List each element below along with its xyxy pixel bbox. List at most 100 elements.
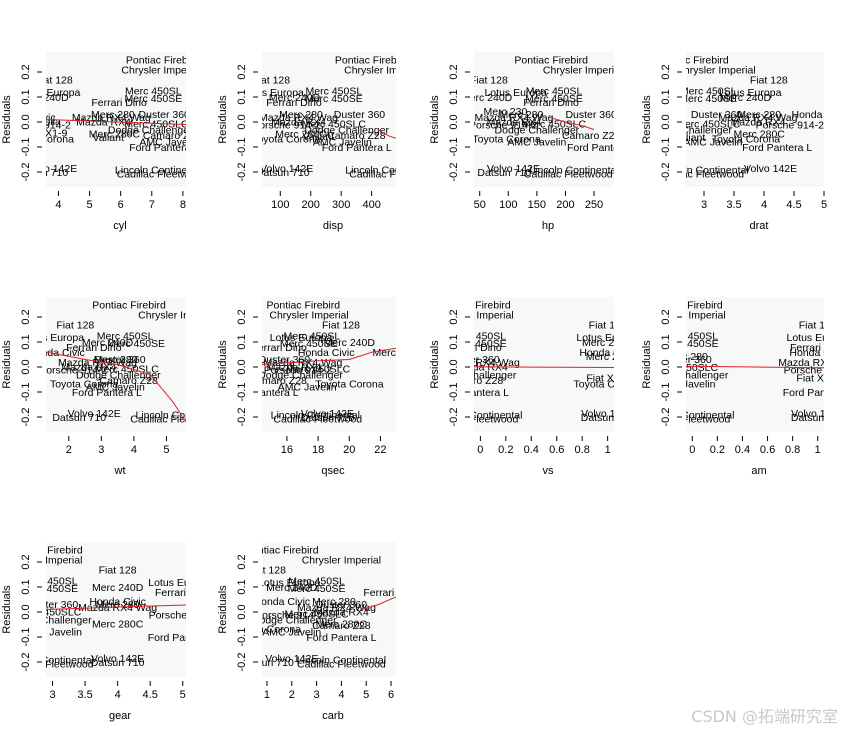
- point-label: Merc 450SE: [679, 93, 737, 105]
- point-label: Merc 230: [586, 351, 630, 363]
- point-label: Fiat X1-9: [586, 373, 629, 385]
- point-label: Ferrari Dino: [790, 342, 846, 354]
- plot-area: [262, 52, 396, 187]
- point-label: Ford Pantera L: [783, 387, 852, 399]
- point-label: Cadillac Fleetwood: [349, 168, 438, 180]
- point-label: Duster 360: [316, 599, 368, 611]
- point-label: Chrysler Imperial: [646, 310, 725, 322]
- point-label: Pontiac Firebird: [655, 55, 729, 67]
- point-label: Lotus Europa: [148, 577, 211, 589]
- point-label: Ford Pantera L: [742, 142, 812, 154]
- point-label: Datsun 710: [256, 167, 310, 179]
- point-label: Cadillac Fleetwood: [130, 413, 219, 425]
- x-tick-label: 0.8: [785, 444, 800, 456]
- point-label: Dodge Challenger: [495, 125, 580, 137]
- x-tick-label: 3: [314, 689, 320, 701]
- point-label: Dodge Challenger: [644, 370, 729, 382]
- point-label: Ferrari Dino: [266, 97, 322, 109]
- point-label: Porsche 914-2: [252, 120, 320, 132]
- point-label: Duster 360: [691, 109, 743, 121]
- x-tick-label: 100: [499, 199, 517, 211]
- point-label: Porsche 914-2: [39, 365, 107, 377]
- point-label: Pontiac Firebird: [267, 300, 341, 312]
- y-tick-label: 0.2: [448, 64, 460, 79]
- x-tick-label: 3.5: [726, 199, 741, 211]
- point-label: Chrysler Imperial: [269, 310, 348, 322]
- point-label: Merc 450SE: [525, 93, 583, 105]
- point-label: Merc 280C: [89, 128, 141, 140]
- y-tick-label: 0.2: [20, 64, 32, 79]
- point-label: Camaro Z28: [143, 130, 202, 142]
- point-label: Fiat X1-9: [796, 373, 839, 385]
- point-label: Pontiac Firebird: [126, 55, 200, 67]
- smooth-line: [474, 366, 614, 368]
- point-label: Merc 230: [373, 347, 417, 359]
- x-tick-label: 8: [180, 199, 186, 211]
- point-label: Dodge Challenger: [76, 370, 161, 382]
- point-label: Merc 450SL: [661, 330, 718, 342]
- point-label: Merc 450SL: [680, 85, 737, 97]
- y-tick-label: 0.0: [236, 604, 248, 619]
- point-label: Cadillac Fleetwood: [524, 168, 613, 180]
- plot-area: [686, 297, 824, 432]
- point-label: Cadillac Fleetwood: [273, 413, 362, 425]
- x-tick-label: 4.5: [786, 199, 801, 211]
- point-label: AMC Javelin: [139, 136, 198, 148]
- y-tick-label: -0.1: [660, 383, 672, 402]
- x-axis-label: vs: [543, 465, 555, 477]
- point-label: Merc 450SL: [288, 575, 345, 587]
- x-axis-label: cyl: [113, 220, 126, 232]
- x-axis-label: am: [751, 465, 766, 477]
- point-label: Fiat 128: [750, 75, 788, 87]
- point-label: AMC Javelin: [313, 136, 372, 148]
- point-label: Mazda RX4: [731, 116, 786, 128]
- point-label: Merc 230: [484, 106, 528, 118]
- x-tick-label: 5: [821, 199, 827, 211]
- point-label: Lincoln Continental: [345, 165, 434, 177]
- x-tick-label: 0: [477, 444, 483, 456]
- y-tick-label: 0.0: [236, 359, 248, 374]
- y-tick-label: 0.2: [20, 554, 32, 569]
- y-tick-label: 0.0: [236, 114, 248, 129]
- point-label: Toyota Corona: [233, 623, 301, 635]
- y-axis-label: Residuals: [1, 95, 13, 144]
- plot-area: [474, 52, 614, 187]
- point-label: Cadillac Fleetwood: [297, 658, 386, 670]
- point-label: Pontiac Firebird: [9, 545, 83, 557]
- point-label: Merc 240D: [92, 582, 144, 594]
- point-label: Merc 450SE: [107, 338, 165, 350]
- y-tick-label: -0.1: [660, 138, 672, 157]
- point-label: Merc 280C: [92, 618, 144, 630]
- point-label: Porsche 914-2: [469, 120, 537, 132]
- point-label: Camaro Z28: [312, 620, 371, 632]
- x-tick-label: 3: [701, 199, 707, 211]
- point-label: Merc 240D: [461, 92, 513, 104]
- point-label: Datsun 710: [477, 167, 531, 179]
- point-label: Datsun 710: [52, 412, 106, 424]
- point-label: AMC Javelin: [23, 626, 82, 638]
- point-label: Duster 360: [139, 109, 191, 121]
- x-tick-label: 0.6: [549, 444, 564, 456]
- point-label: Merc 450SLC: [522, 118, 587, 130]
- y-tick-label: 0.0: [20, 359, 32, 374]
- point-label: Merc 280: [500, 109, 544, 121]
- point-label: Mazda RX4: [62, 361, 117, 373]
- point-label: Merc 450SL: [284, 330, 341, 342]
- x-tick-label: 200: [556, 199, 574, 211]
- point-label: Datsun 710: [14, 167, 68, 179]
- point-label: Duster 360: [259, 354, 311, 366]
- smooth-line: [377, 129, 396, 139]
- y-axis-label: Residuals: [641, 340, 653, 389]
- x-tick-label: 4: [55, 199, 61, 211]
- y-tick-label: 0.1: [660, 334, 672, 349]
- point-label: Camaro Z28: [100, 375, 159, 387]
- y-tick-label: 0.2: [660, 309, 672, 324]
- x-tick-label: 0.4: [735, 444, 750, 456]
- x-tick-label: 6: [388, 689, 394, 701]
